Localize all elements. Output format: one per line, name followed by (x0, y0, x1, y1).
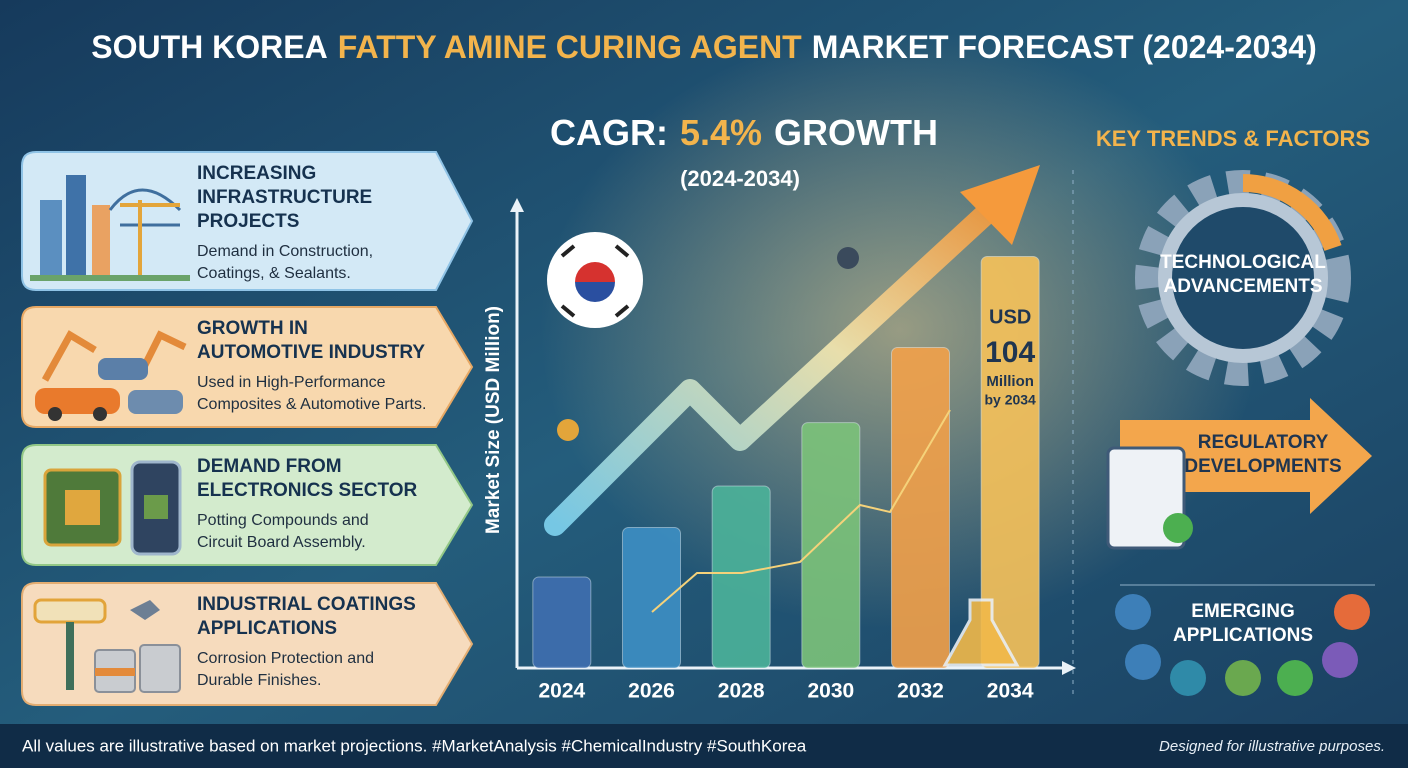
driver-title: ELECTRONICS SECTOR (197, 480, 418, 501)
application-icons (1115, 594, 1370, 696)
trend-item: REGULATORY (1198, 432, 1329, 453)
flag-emblem (575, 262, 615, 282)
x-tick-label: 2026 (628, 680, 675, 703)
molecule (557, 419, 579, 441)
bar (980, 255, 1040, 669)
x-tick-label: 2028 (718, 680, 765, 703)
driver-title: PROJECTS (197, 211, 299, 232)
glow (540, 30, 1260, 630)
bar-annotation: USD (989, 306, 1031, 328)
bar (711, 485, 771, 669)
driver-text: Circuit Board Assembly. (197, 534, 366, 551)
driver-title: INCREASING (197, 163, 316, 184)
bar-annotation: by 2034 (984, 392, 1036, 408)
driver-text: Coatings, & Sealants. (197, 265, 351, 282)
title-part: FATTY AMINE CURING AGENT (338, 29, 802, 65)
driver-text: Composites & Automotive Parts. (197, 396, 426, 413)
trend-texts: KEY TRENDS & FACTORS TECHNOLOGICAL ADVANCE… (1096, 126, 1370, 646)
flag-trigrams (560, 244, 630, 318)
cagr-value: 5.4% (680, 112, 762, 153)
flag-emblem (575, 282, 615, 302)
trend-decoration (544, 165, 1040, 667)
check (1163, 513, 1193, 543)
driver-title: INDUSTRIAL COATINGS (197, 594, 416, 615)
cagr-title: CAGR: 5.4% GROWTH (550, 112, 938, 153)
cagr-label: CAGR: (550, 112, 668, 153)
molecule (837, 247, 859, 269)
x-tick-label: 2030 (807, 680, 854, 703)
footer-note: All values are illustrative based on mar… (22, 736, 807, 755)
x-tick-label: 2024 (538, 680, 585, 703)
chart-texts: 2024 2026 2028 2030 2032 2034 CAGR: 5.4% GROWTH (… (483, 112, 1036, 703)
driver-title: APPLICATIONS (197, 618, 337, 639)
driver-title: INFRASTRUCTURE (197, 187, 372, 208)
coatings-icon (33, 598, 181, 693)
automotive-icon (35, 330, 187, 421)
y-axis-label: Market Size (USD Million) (483, 306, 504, 534)
bar (532, 576, 592, 669)
trend-item: ADVANCEMENTS (1163, 276, 1322, 297)
axis-arrow (510, 198, 524, 212)
chart-decoration (510, 198, 1076, 675)
driver-title: GROWTH IN (197, 318, 308, 339)
driver-text: Corrosion Protection and (197, 650, 374, 667)
flask (942, 598, 1020, 667)
trend-line (651, 409, 951, 613)
x-tick-label: 2032 (897, 680, 944, 703)
driver-texts: INCREASING INFRASTRUCTURE PROJECTS Demand i… (197, 163, 426, 689)
bar-annotation: Million (986, 373, 1034, 390)
bar (891, 346, 950, 669)
trend-item: TECHNOLOGICAL (1160, 252, 1326, 273)
driver-text: Used in High-Performance (197, 374, 386, 391)
electronics-icon (43, 460, 182, 556)
driver-panels (21, 151, 474, 706)
footer-credit: Designed for illustrative purposes. (1159, 738, 1385, 755)
driver-text: Demand in Construction, (197, 243, 373, 260)
title: SOUTH KOREA FATTY AMINE CURING AGENT MARKE… (91, 29, 1316, 65)
cagr-suffix: GROWTH (774, 112, 938, 153)
trend-item: DEVELOPMENTS (1184, 456, 1341, 477)
driver-title: DEMAND FROM (197, 456, 342, 477)
panel (21, 151, 474, 291)
bars (532, 255, 1040, 669)
x-tick-label: 2034 (987, 680, 1034, 703)
trend-item: EMERGING (1191, 601, 1294, 622)
trends-title: KEY TRENDS & FACTORS (1096, 126, 1370, 151)
arrow-head (960, 165, 1040, 245)
title-part: MARKET FORECAST (2024-2034) (812, 29, 1317, 65)
footer-bar (0, 724, 1408, 768)
bar (622, 527, 681, 669)
infrastructure-icon (30, 175, 190, 281)
gear (1158, 193, 1328, 363)
trend-item: APPLICATIONS (1173, 625, 1313, 646)
driver-text: Durable Finishes. (197, 672, 322, 689)
cagr-period: (2024-2034) (680, 166, 800, 191)
page-title: SOUTH KOREA FATTY AMINE CURING AGENT MARKE… (91, 29, 1316, 65)
growth-arrow (544, 199, 1001, 536)
driver-text: Potting Compounds and (197, 512, 369, 529)
gear-accent (1242, 174, 1342, 252)
bar (801, 422, 861, 669)
driver-title: AUTOMOTIVE INDUSTRY (197, 342, 425, 363)
title-part: SOUTH KOREA (91, 29, 327, 65)
bar-annotation: 104 (985, 336, 1035, 369)
axis-arrow (1062, 661, 1076, 675)
